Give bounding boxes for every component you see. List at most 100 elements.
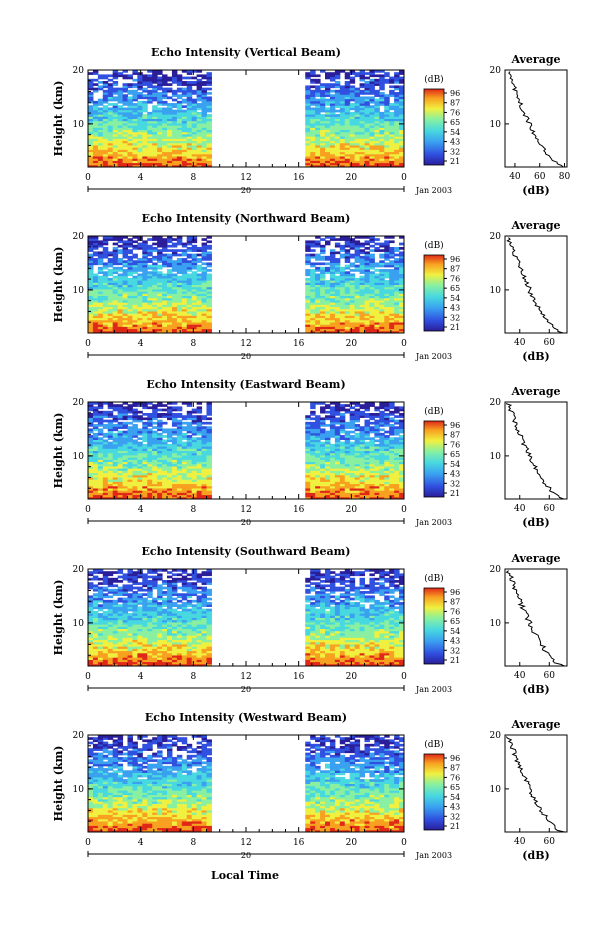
heatmap-cell (132, 114, 138, 117)
heatmap-cell (369, 147, 375, 150)
heatmap-cell (122, 85, 128, 89)
heatmap-cell (107, 304, 114, 308)
heatmap-cell (354, 242, 361, 246)
heatmap-cell (305, 313, 311, 316)
heatmap-cell (329, 144, 336, 148)
heatmap-cell (315, 85, 321, 89)
heatmap-cell (142, 483, 148, 487)
heatmap-cell (394, 321, 400, 325)
heatmap-cell (132, 262, 138, 266)
heatmap-cell (152, 494, 158, 498)
heatmap-cell (389, 282, 395, 285)
heatmap-cell (152, 70, 158, 73)
heatmap-cell (176, 326, 183, 330)
heatmap-cell (329, 153, 336, 157)
heatmap-cell (122, 129, 128, 133)
heatmap-cell (157, 454, 163, 458)
heatmap-cell (344, 133, 351, 137)
heatmap-cell (122, 470, 128, 474)
heatmap-cell (339, 485, 346, 489)
heatmap-cell (349, 247, 356, 250)
heatmap-cell (201, 120, 207, 124)
heatmap-cell (162, 487, 168, 491)
heatmap-cell (127, 260, 133, 263)
heatmap-cell (349, 483, 356, 487)
date-axis-day: 20 (241, 186, 251, 195)
heatmap-cell (339, 443, 346, 447)
heatmap-cell (132, 127, 138, 131)
heatmap-cell (349, 328, 356, 332)
heatmap-cell (399, 120, 405, 124)
heatmap-cell (107, 461, 114, 465)
heatmap-cell (147, 494, 153, 498)
heatmap-cell (112, 136, 119, 139)
heatmap-cell (162, 284, 168, 288)
heatmap-cell (325, 299, 331, 303)
heatmap-cell (181, 249, 188, 252)
heatmap-cell (359, 149, 365, 153)
heatmap-cell (186, 297, 193, 301)
heatmap-cell (157, 295, 163, 299)
heatmap-cell (107, 317, 114, 321)
heatmap-cell (339, 310, 346, 314)
heatmap-cell (325, 142, 331, 146)
heatmap-cell (102, 496, 109, 500)
heatmap-cell (354, 136, 361, 139)
heatmap-cell (142, 107, 148, 111)
heatmap-cell (354, 149, 361, 153)
heatmap-cell (162, 321, 168, 325)
heatmap-cell (137, 109, 143, 113)
heatmap-cell (196, 275, 203, 279)
heatmap-cell (394, 317, 400, 321)
heatmap-cell (186, 472, 193, 476)
heatmap-cell (176, 470, 183, 474)
heatmap-cell (206, 310, 212, 314)
heatmap-cell (88, 258, 94, 261)
heatmap-cell (117, 96, 124, 100)
heatmap-cell (171, 164, 178, 168)
heatmap-cell (329, 258, 336, 261)
heatmap-cell (389, 459, 395, 463)
heatmap-cell (152, 262, 158, 266)
panel-title: Echo Intensity (Eastward Beam) (146, 378, 345, 391)
heatmap-cell (201, 454, 207, 458)
heatmap-cell (315, 330, 321, 334)
heatmap-cell (364, 264, 370, 268)
heatmap-cell (305, 249, 311, 252)
heatmap-cell (310, 158, 316, 161)
heatmap-cell (176, 295, 183, 299)
heatmap-cell (369, 78, 375, 82)
heatmap-cell (201, 277, 207, 281)
heatmap-cell (157, 114, 163, 117)
heatmap-cell (315, 114, 321, 117)
heatmap-cell (364, 116, 370, 119)
heatmap-cell (88, 78, 94, 82)
heatmap-cell (389, 240, 395, 244)
heatmap-cell (196, 432, 203, 436)
heatmap-cell (379, 487, 385, 491)
heatmap-cell (329, 452, 336, 456)
heatmap-cell (112, 138, 119, 142)
heatmap-cell (384, 474, 390, 478)
heatmap-cell (201, 76, 207, 80)
heatmap-cell (137, 87, 143, 91)
heatmap-cell (132, 103, 138, 106)
heatmap-cell (142, 153, 148, 157)
heatmap-cell (325, 483, 331, 487)
heatmap-cell (374, 299, 380, 303)
heatmap-cell (186, 118, 193, 122)
heatmap-cell (315, 302, 321, 305)
heatmap-cell (152, 269, 158, 272)
heatmap-cell (191, 490, 198, 493)
heatmap-cell (122, 450, 128, 454)
heatmap-cell (206, 299, 212, 303)
heatmap-cell (359, 306, 365, 310)
heatmap-cell (186, 476, 193, 480)
heatmap-cell (379, 485, 385, 489)
heatmap-cell (379, 291, 385, 294)
heatmap-cell (171, 155, 178, 159)
heatmap-cell (152, 293, 158, 297)
heatmap-cell (132, 288, 138, 292)
heatmap-cell (167, 321, 173, 325)
heatmap-cell (369, 470, 375, 474)
